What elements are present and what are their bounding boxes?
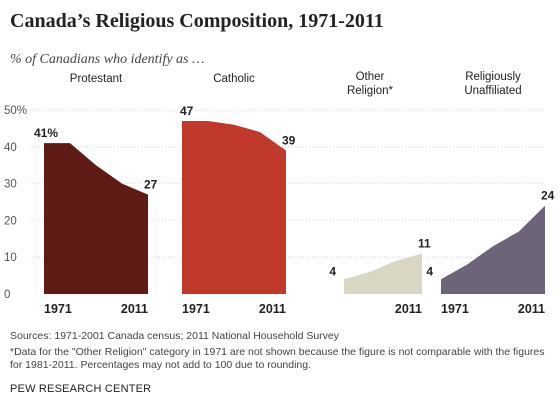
y-tick-label: 40 (4, 142, 17, 154)
x-tick-label: 1971 (441, 302, 469, 316)
data-label-end: 24 (541, 189, 555, 203)
y-tick-label: 50% (4, 105, 27, 117)
panel-label: Other (356, 71, 385, 83)
x-tick-label: 2011 (121, 302, 148, 316)
data-label-end: 27 (144, 178, 158, 192)
panel-label: Catholic (213, 73, 255, 85)
area-protestant (44, 143, 148, 294)
y-tick-label: 0 (4, 289, 10, 301)
x-tick-label: 1971 (182, 302, 210, 316)
area-other-religion (344, 253, 422, 294)
x-tick-label: 2011 (395, 302, 422, 316)
sources-note: Sources: 1971-2001 Canada census; 2011 N… (10, 330, 340, 342)
data-label-end: 11 (418, 237, 431, 251)
data-label-start: 41% (34, 126, 58, 140)
x-tick-label: 1971 (44, 302, 72, 316)
y-tick-label: 10 (4, 252, 17, 264)
panel-label: Protestant (70, 73, 123, 85)
x-tick-label: 2011 (518, 302, 545, 316)
organization-label: PEW RESEARCH CENTER (10, 383, 152, 395)
area-religiously-unaffiliated (441, 205, 545, 294)
data-label-end: 39 (282, 133, 296, 147)
area-chart: 50% 40 30 20 10 0 Protestant 41% 27 1971 2011 Catho… (4, 71, 555, 316)
panel-label: Religion* (347, 85, 394, 97)
area-catholic (182, 121, 286, 294)
panel-label: Unaffiliated (464, 85, 521, 97)
panel-label: Religiously (465, 71, 521, 83)
y-tick-label: 20 (4, 215, 17, 227)
footnote: *Data for the "Other Religion" category … (10, 346, 545, 371)
data-label-start: 47 (180, 104, 194, 118)
data-label-start: 4 (426, 264, 433, 278)
data-label-start: 4 (329, 264, 336, 278)
chart-title: Canada’s Religious Composition, 1971-201… (10, 10, 384, 32)
x-tick-label: 2011 (259, 302, 286, 316)
chart-subtitle: % of Canadians who identify as … (10, 52, 205, 67)
y-tick-label: 30 (4, 179, 17, 191)
